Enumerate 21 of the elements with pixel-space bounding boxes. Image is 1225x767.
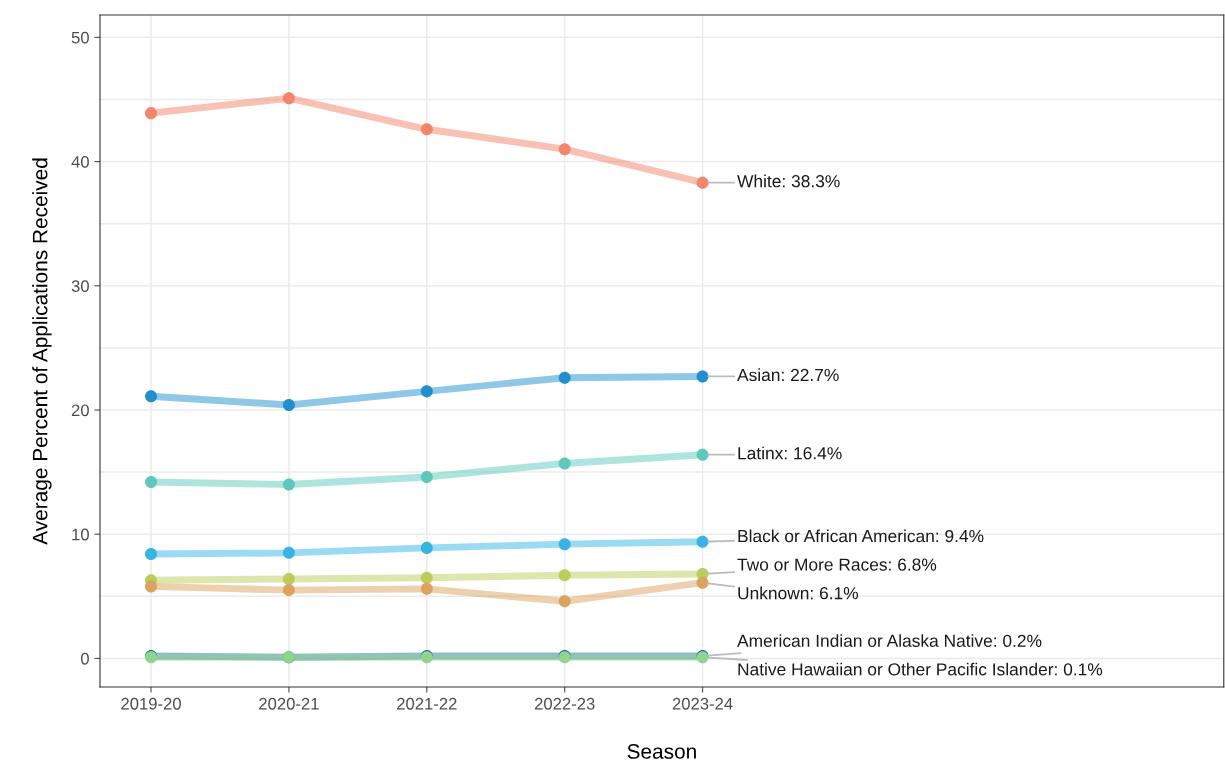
x-tick-label: 2020-21 bbox=[259, 697, 319, 710]
annotation: Native Hawaiian or Other Pacific Islander: 0.1% bbox=[738, 662, 1103, 676]
x-tick-label: 2022-23 bbox=[534, 697, 595, 710]
x-axis-title: Season bbox=[627, 744, 696, 759]
y-tick-label: 0 bbox=[80, 652, 89, 665]
annotation: American Indian or Alaska Native: 0.2% bbox=[737, 634, 1042, 647]
annotation: Unknown: 6.1% bbox=[738, 586, 859, 600]
x-tick-label: 2019-20 bbox=[121, 697, 181, 710]
y-axis-title: Average Percent of Applications Received bbox=[32, 158, 52, 545]
annotation: White: 38.3% bbox=[737, 174, 840, 188]
y-tick-label: 30 bbox=[71, 280, 89, 292]
annotation: Black or African American: 9.4% bbox=[738, 529, 984, 543]
y-tick-label: 40 bbox=[71, 155, 89, 168]
y-tick-label: 20 bbox=[71, 404, 89, 417]
annotation: Asian: 22.7% bbox=[737, 368, 839, 382]
x-tick-label: 2023-24 bbox=[672, 697, 733, 710]
annotation: Two or More Races: 6.8% bbox=[737, 558, 937, 571]
annotation: Latinx: 16.4% bbox=[738, 446, 842, 460]
y-tick-label: 50 bbox=[71, 31, 89, 44]
x-tick-label: 2021-22 bbox=[397, 697, 457, 710]
y-tick-label: 10 bbox=[72, 528, 89, 541]
